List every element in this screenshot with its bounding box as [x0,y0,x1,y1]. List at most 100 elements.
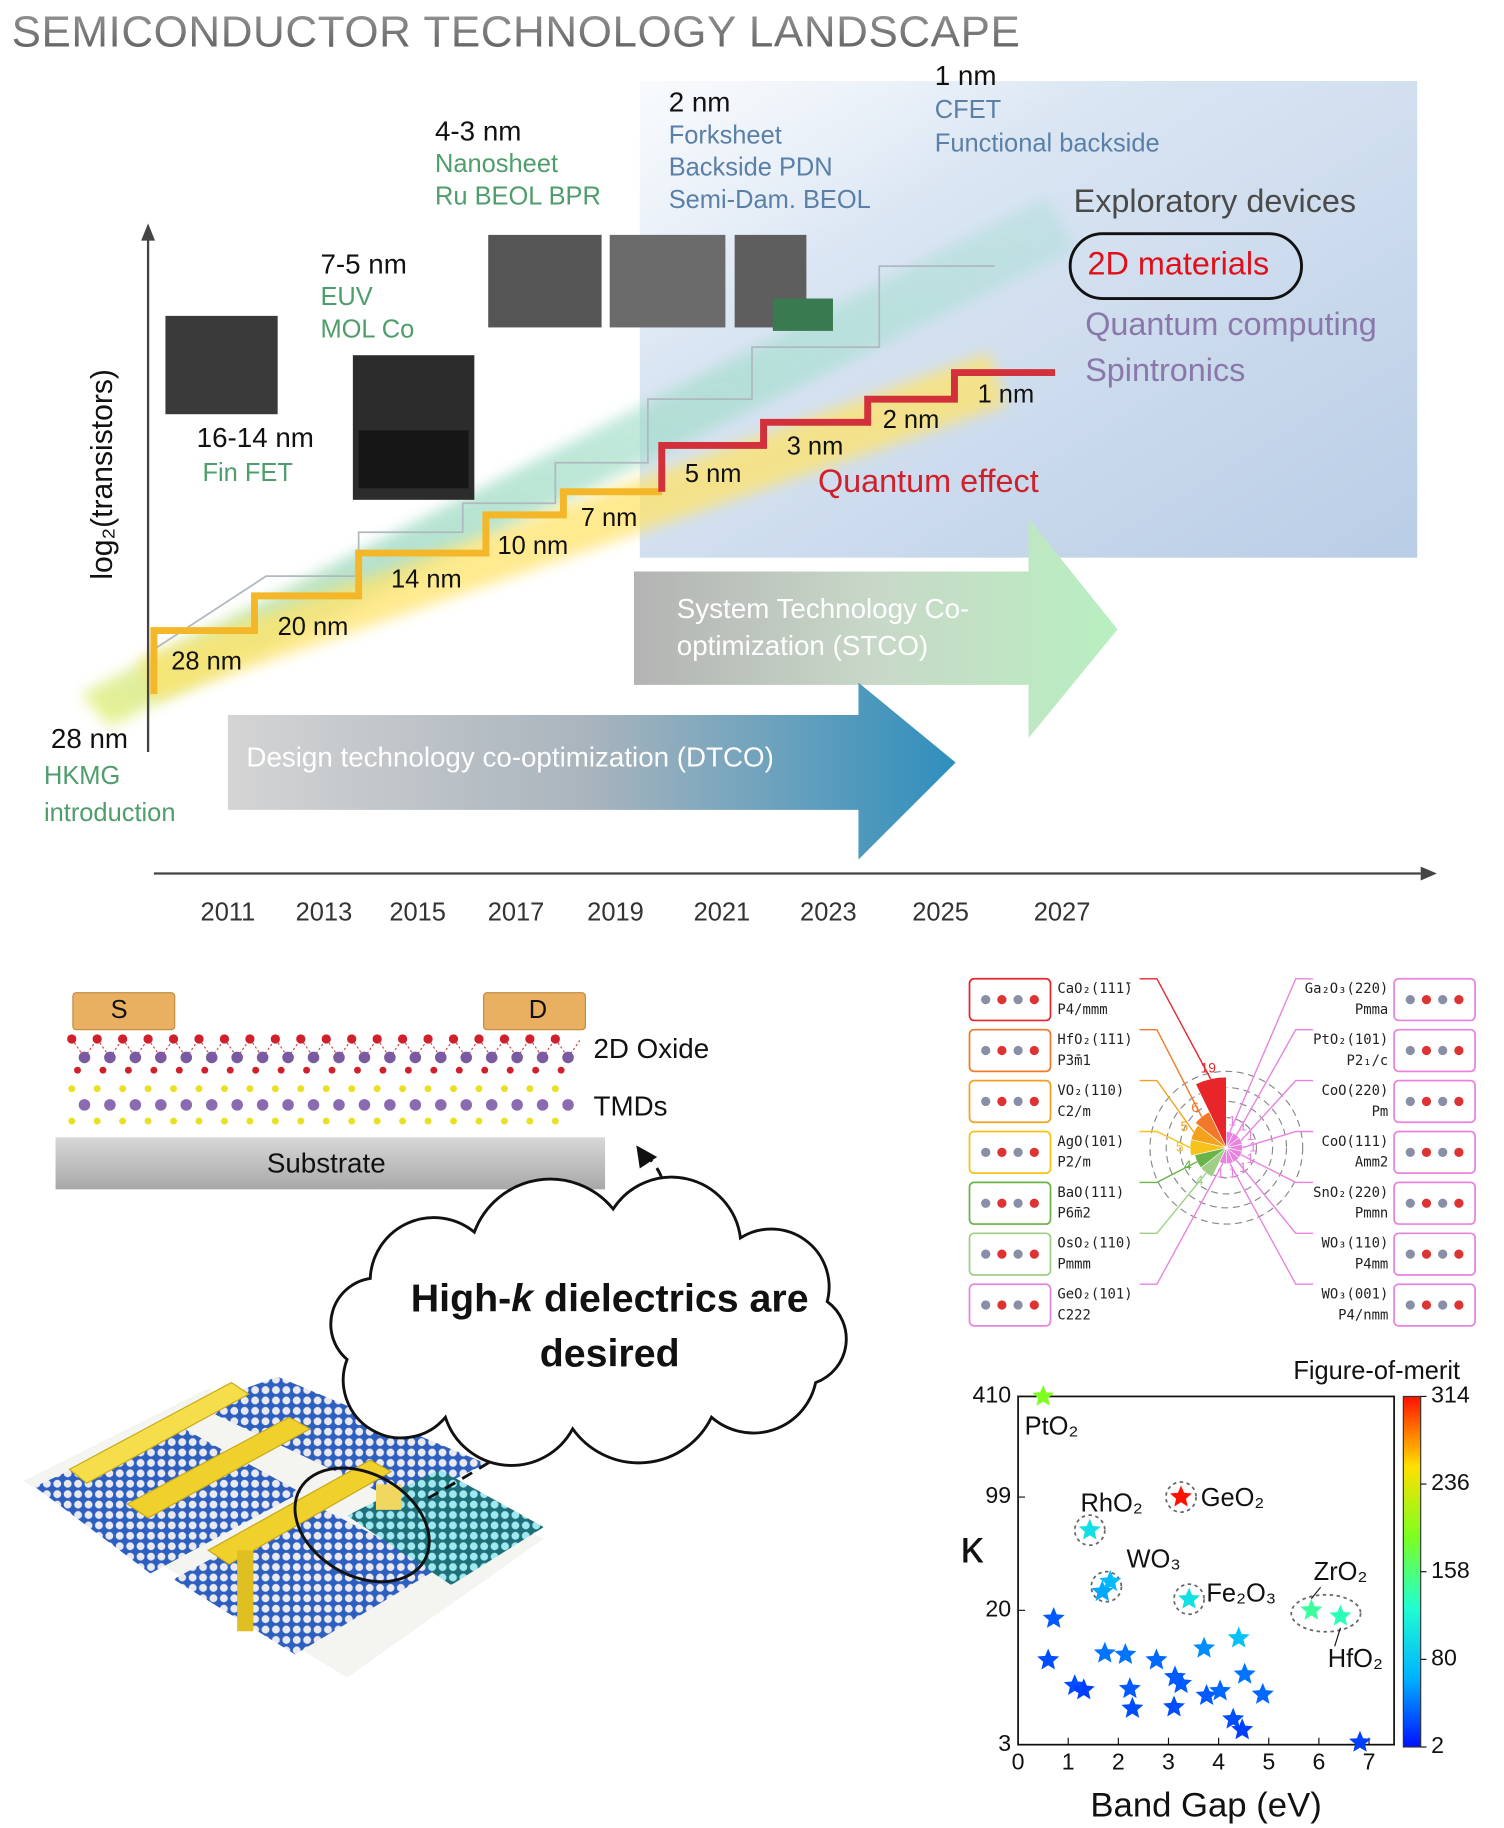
atom [180,1099,193,1111]
leader-line [1235,1159,1314,1235]
node-label: 20 nm [278,613,349,641]
colorbar-tick-label: 314 [1431,1382,1470,1408]
sector-count: 1 [1228,1164,1236,1180]
atom [231,1099,243,1111]
leader-line [1139,1130,1191,1149]
micrographs [165,234,833,500]
structure-atom [1454,1147,1464,1157]
structure-atom [997,1198,1007,1208]
structure-atom [1405,1147,1415,1157]
scatter-point [1178,1587,1201,1609]
atom [219,1034,230,1044]
year-label: 2011 [201,899,256,927]
structure-group: Pmma [1355,1002,1388,1018]
atom [68,1117,76,1125]
atom [500,1085,508,1093]
structure-atom [981,1198,991,1208]
atom [220,1117,228,1125]
source-contact [72,992,176,1031]
atom [195,1085,203,1093]
scatter-point [1093,1641,1116,1663]
stco-arrow [633,518,1118,739]
structure-atom [1421,1096,1432,1107]
structure-box [968,1283,1052,1327]
polar-sector [1194,1111,1227,1148]
atom [511,1099,523,1111]
scatter-point [1231,1718,1254,1740]
structure-formula: AgO(101) [1057,1134,1124,1150]
sector-count: 1 [1239,1159,1247,1175]
atom [551,1085,559,1093]
scatter-point [1251,1682,1274,1704]
structure-atom [997,1096,1007,1107]
atom [155,1099,167,1111]
atom [246,1117,254,1125]
structure-atom [1421,994,1432,1005]
milestone-feature: Semi-Dam. BEOL [669,186,871,214]
node-label: 28 nm [171,648,242,676]
scatter-point [1209,1679,1232,1701]
structure-formula: CoO(111) [1321,1134,1388,1150]
structure-atom [1013,1300,1023,1310]
structure-atom [1013,1198,1023,1208]
atom [92,1034,102,1044]
sector-count: 1 [1228,1112,1236,1128]
point-label: WO₃ [1127,1546,1181,1574]
sector-count: 19 [1201,1059,1217,1075]
year-label: 2021 [694,899,751,927]
sector-count: 1 [1246,1150,1254,1166]
atom [78,1051,91,1064]
y-tick-label: 3 [998,1730,1011,1756]
leader-line [1139,978,1212,1080]
scatter-point [1078,1518,1101,1540]
scatter-point [1114,1643,1137,1665]
atom [536,1051,549,1064]
structure-atom [981,1096,991,1107]
substrate [55,1137,606,1190]
point-label: RhO₂ [1081,1489,1143,1517]
atom [170,1085,178,1093]
milestone-node: 1 nm [935,60,997,91]
scatter-point [1037,1648,1060,1670]
polar-sector [1195,1076,1227,1148]
atom [180,1051,193,1064]
structure-atom [997,1249,1007,1259]
structure-formula: GeO₂(101) [1057,1287,1132,1303]
structure-formula: OsO₂(110) [1057,1236,1132,1252]
atom [256,1099,269,1111]
node-label: 2 nm [883,406,940,434]
structure-group: Amm2 [1355,1155,1388,1171]
scatter-point [1300,1598,1323,1620]
drain-contact [483,992,586,1031]
atom [562,1099,574,1111]
scatter-point [1042,1606,1065,1628]
node-label: 3 nm [787,432,844,460]
callout-arrowhead [636,1145,658,1169]
year-label: 2015 [389,899,446,927]
point-label: Fe₂O₃ [1206,1579,1276,1607]
year-label: 2019 [587,899,644,927]
y-tick-label: 410 [973,1382,1012,1408]
structure-atom [1454,1198,1464,1208]
structure-formula: WO₃(001) [1321,1287,1388,1303]
structure-formula: HfO₂(1̄11) [1057,1032,1132,1048]
colorbar-tick-label: 236 [1431,1469,1470,1495]
tem-image [165,315,278,415]
scatter-point [1222,1707,1245,1729]
atom [430,1066,438,1074]
atom [104,1099,116,1111]
atom [194,1034,204,1044]
x-axis-arrow [1420,866,1437,881]
atom [104,1051,116,1064]
source-label: S [111,996,128,1024]
leader-line [1139,1079,1195,1133]
milestone-feature: Backside PDN [669,154,833,182]
atom [168,1034,179,1044]
structure-atom [997,1147,1007,1157]
leader-line [1240,1154,1314,1184]
atom [297,1117,305,1125]
atom [347,1034,357,1044]
tem-image [488,234,602,328]
atom [297,1085,305,1093]
